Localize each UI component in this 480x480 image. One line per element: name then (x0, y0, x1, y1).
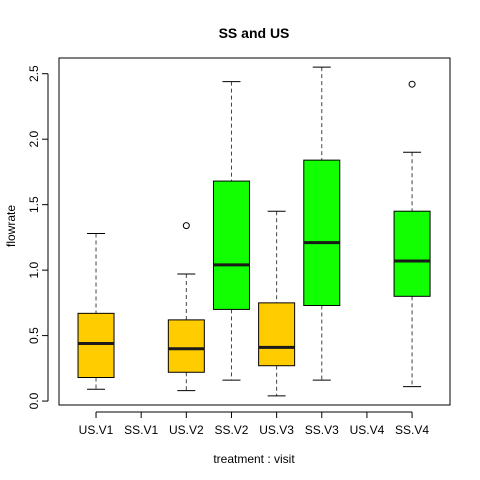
x-axis: US.V1 SS.V1 US.V2 SS.V2 US.V3 SS.V3 US.V4 SS.V4 (79, 411, 429, 437)
x-tick-label: US.V2 (169, 423, 204, 437)
box-us-v3 (258, 210, 296, 397)
box-ss-v3 (303, 66, 341, 381)
y-axis: 0.0 0.5 1.0 1.5 2.0 2.5 (27, 65, 49, 409)
x-tick-label: US.V1 (79, 423, 114, 437)
box-ss-v4 (393, 80, 431, 388)
y-tick-label: 1.0 (27, 261, 41, 278)
iqr-box (303, 159, 341, 306)
iqr-box (393, 210, 431, 297)
y-tick-label: 0.0 (27, 392, 41, 409)
box-us-v1 (77, 232, 115, 390)
x-tick-label: SS.V4 (395, 423, 429, 437)
x-tick-label: SS.V1 (124, 423, 158, 437)
iqr-box (167, 319, 205, 373)
chart-title: SS and US (219, 25, 290, 41)
plot-frame (58, 57, 451, 406)
x-tick-label: SS.V2 (214, 423, 248, 437)
y-tick-label: 0.5 (27, 327, 41, 344)
box-us-v2 (167, 222, 205, 392)
y-axis-label: flowrate (4, 205, 18, 247)
iqr-box (258, 302, 296, 367)
x-axis-label: treatment : visit (213, 452, 295, 466)
x-tick-label: SS.V3 (305, 423, 339, 437)
boxes-layer (77, 66, 431, 397)
y-tick-label: 2.0 (27, 131, 41, 148)
iqr-box (77, 312, 115, 379)
x-tick-label: US.V4 (350, 423, 385, 437)
outlier-point (408, 80, 416, 88)
box-ss-v2 (212, 81, 250, 381)
y-tick-label: 1.5 (27, 196, 41, 213)
outlier-point (182, 222, 190, 230)
y-tick-label: 2.5 (27, 65, 41, 82)
x-tick-label: US.V3 (259, 423, 294, 437)
iqr-box (212, 180, 250, 310)
